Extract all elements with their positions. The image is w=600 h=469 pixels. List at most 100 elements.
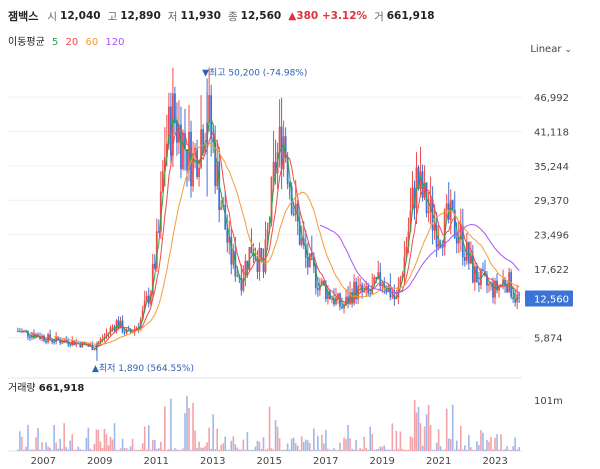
volume-bar xyxy=(91,449,94,451)
volume-bar xyxy=(71,434,74,451)
volume-bar xyxy=(439,446,442,451)
volume-bar xyxy=(331,449,333,451)
volume-bar xyxy=(158,448,160,451)
volume-bar xyxy=(19,431,21,451)
x-tick-label: 2015 xyxy=(257,456,282,467)
volume-bar xyxy=(292,437,295,451)
candle-body xyxy=(105,334,108,337)
candle-body xyxy=(445,203,448,210)
volume-bar xyxy=(214,449,216,451)
candle-body xyxy=(451,200,454,210)
candle-body xyxy=(111,327,114,329)
candle-body xyxy=(469,255,472,264)
volume-bar xyxy=(73,449,76,451)
volume-bar xyxy=(133,449,136,451)
open-label: 시 xyxy=(47,10,58,23)
candle-body xyxy=(163,156,166,172)
candle-body xyxy=(278,126,281,153)
candle-body xyxy=(57,336,60,340)
candle-body xyxy=(427,211,430,214)
y-tick-label: 29,370 xyxy=(534,196,569,207)
candle-body xyxy=(395,297,398,300)
volume-bar xyxy=(168,449,170,451)
volume-bar xyxy=(429,425,432,451)
volume-bar xyxy=(449,439,452,451)
candle-body xyxy=(433,224,436,231)
volume-bar xyxy=(470,447,472,451)
volume-bar xyxy=(240,449,243,451)
candle-body xyxy=(256,259,259,272)
volume-bar xyxy=(127,449,130,451)
volume-bar xyxy=(286,443,289,451)
candle-body xyxy=(463,257,466,261)
volume-bar xyxy=(288,449,291,451)
volume-bar xyxy=(93,443,96,451)
x-tick-label: 2023 xyxy=(482,456,507,467)
volume-bar xyxy=(63,423,65,451)
volume-bar xyxy=(121,438,124,451)
volume-bar xyxy=(457,449,460,451)
candle-body xyxy=(115,320,118,331)
x-tick-label: 2011 xyxy=(144,456,169,467)
volume-bar xyxy=(145,449,148,451)
candle-body xyxy=(69,344,72,346)
volume-bar xyxy=(25,446,27,451)
candle-body xyxy=(214,142,217,187)
candle-body xyxy=(413,187,416,209)
candle-body xyxy=(314,266,317,288)
volume-bar xyxy=(194,430,196,451)
volume-bar xyxy=(188,407,190,451)
volume-bar xyxy=(268,406,271,451)
ma-120: 120 xyxy=(105,37,125,48)
candle-body xyxy=(167,106,170,145)
volume-label: 거 xyxy=(374,10,384,23)
candle-body xyxy=(67,341,70,345)
candle-body xyxy=(502,279,504,285)
volume-bar xyxy=(204,446,206,451)
volume-bar xyxy=(27,424,29,451)
volume-bar xyxy=(365,447,367,451)
moving-average-legend[interactable]: 이동평균 5 20 60 120 xyxy=(8,33,129,48)
volume-bar xyxy=(234,444,237,451)
volume-bar xyxy=(413,400,416,451)
volume-bar xyxy=(393,449,396,451)
candle-body xyxy=(270,176,273,222)
candle-body xyxy=(480,269,482,286)
volume-bar xyxy=(421,445,424,451)
volume-bar xyxy=(335,449,337,451)
volume-bar xyxy=(258,441,261,451)
x-tick-label: 2017 xyxy=(313,456,338,467)
candle-body xyxy=(514,299,517,303)
volume-bar xyxy=(160,441,162,451)
volume-bar xyxy=(149,449,152,451)
y-axis: 46,992 41,118 35,244 29,370 23,496 17,622 5,87… xyxy=(525,93,573,407)
candle-body xyxy=(236,275,239,277)
volume-bar xyxy=(228,449,231,451)
high-label: 고 xyxy=(107,10,118,23)
volume-bar xyxy=(462,449,464,451)
candle-body xyxy=(45,340,47,343)
candle-body xyxy=(242,278,245,291)
volume-bar xyxy=(252,449,255,451)
candle-body xyxy=(441,246,444,248)
volume-bar xyxy=(464,445,466,451)
ma-line-5 xyxy=(21,117,520,349)
volume-bar xyxy=(254,446,257,451)
candle-body xyxy=(274,161,277,174)
volume-bar xyxy=(500,434,502,451)
candle-body xyxy=(161,171,164,192)
volume-bar xyxy=(190,449,192,451)
volume-bar xyxy=(472,449,474,451)
volume-bar xyxy=(242,439,245,451)
candle-body xyxy=(286,157,289,184)
volume-bar xyxy=(290,438,293,451)
volume-bar xyxy=(37,428,39,451)
candle-body xyxy=(494,280,496,298)
volume-bar xyxy=(482,432,484,451)
candle-body xyxy=(333,298,335,305)
volume-bar xyxy=(381,446,384,451)
scale-dropdown[interactable]: Linear ⌄ xyxy=(530,44,572,55)
candle-body xyxy=(109,327,112,333)
candle-body xyxy=(101,339,104,341)
